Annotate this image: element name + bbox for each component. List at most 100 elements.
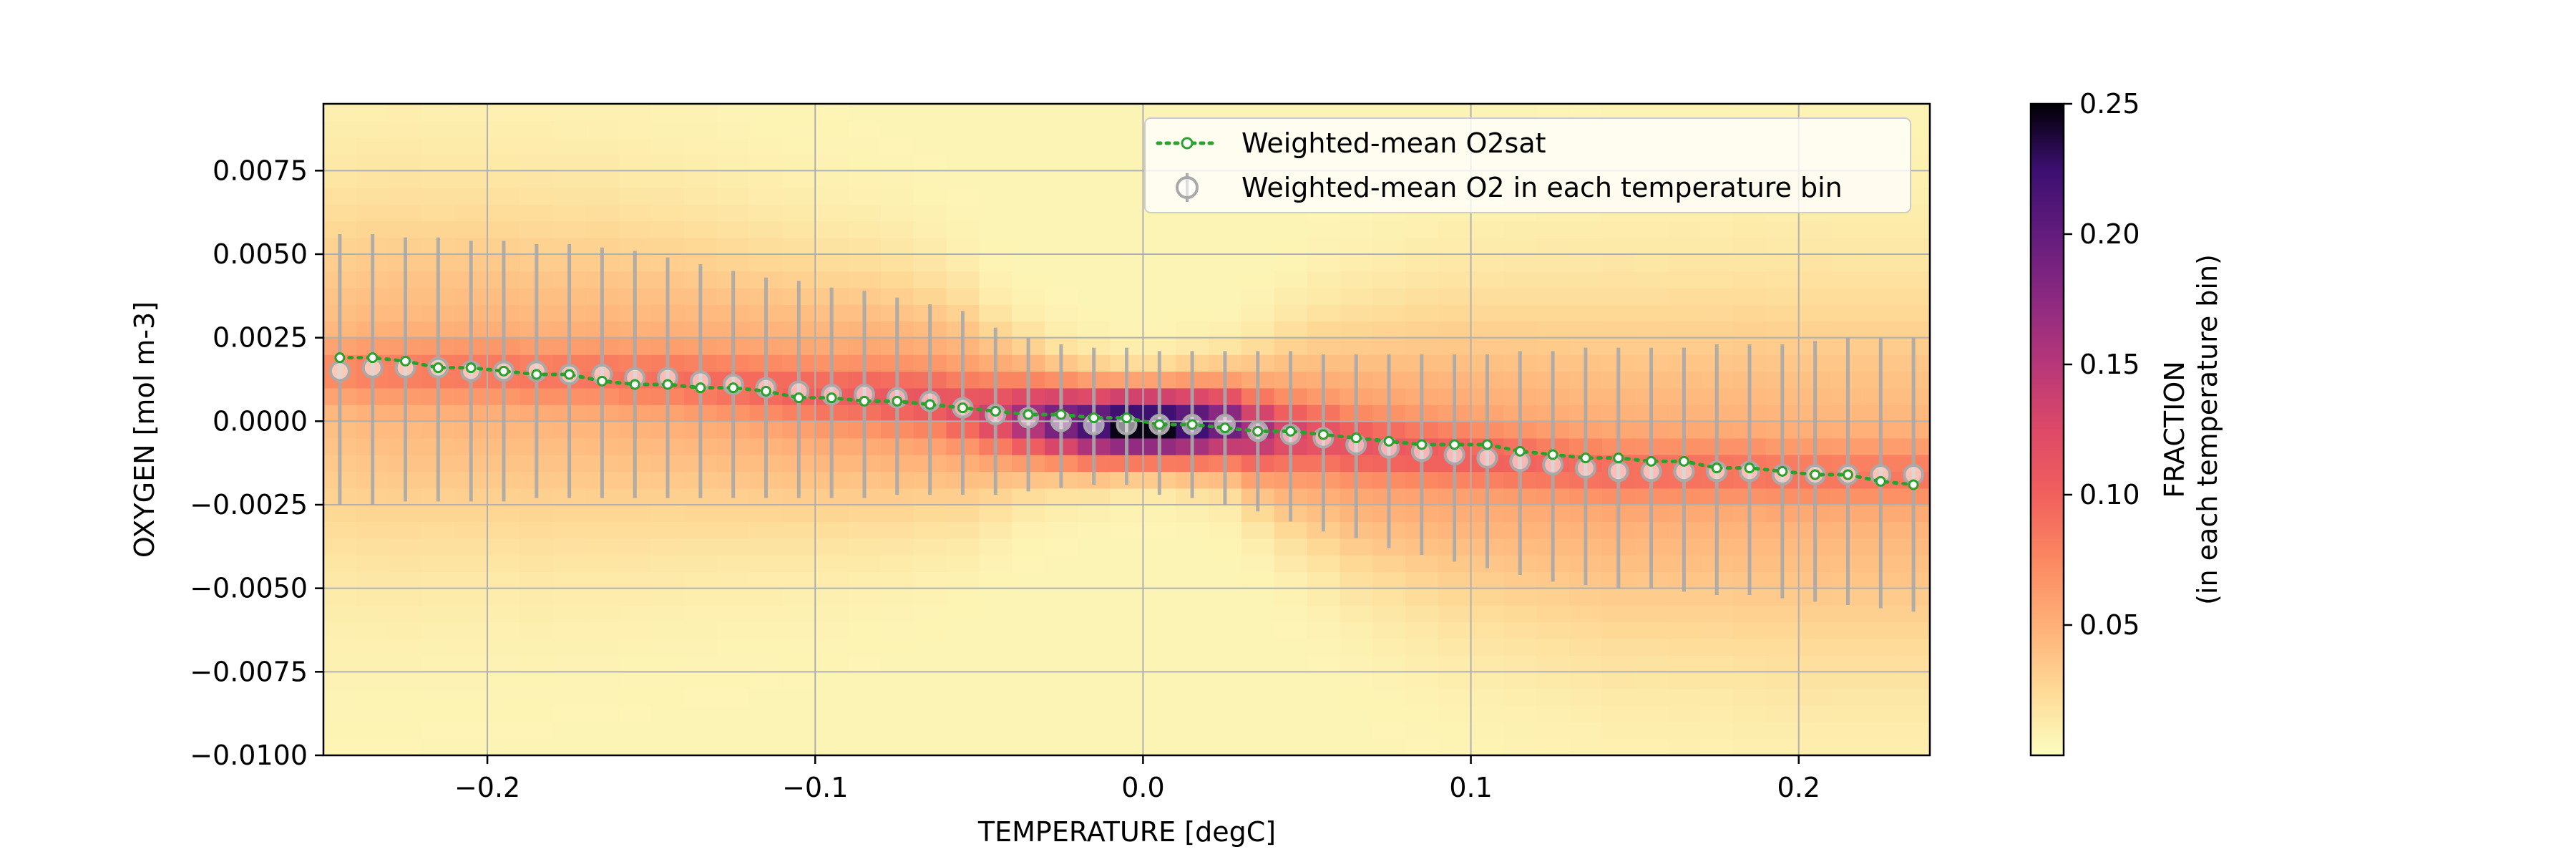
legend-swatch-o2-mean: [1176, 173, 1199, 202]
heatmap-cell: [1209, 688, 1242, 706]
o2sat-point: [793, 392, 804, 404]
o2sat-point: [564, 369, 575, 380]
heatmap-cell: [1044, 605, 1078, 623]
heatmap-cell: [421, 655, 456, 673]
heatmap-cell: [1569, 722, 1603, 740]
heatmap-cell: [1077, 605, 1111, 623]
heatmap-cell: [1667, 638, 1702, 656]
o2sat-point: [1547, 449, 1558, 460]
heatmap-cell: [749, 137, 784, 155]
heatmap-cell: [913, 605, 947, 623]
heatmap-cell: [618, 672, 652, 689]
heatmap-cell: [1012, 655, 1045, 673]
heatmap-cell: [880, 187, 914, 205]
heatmap-cell: [880, 672, 914, 689]
heatmap-cell: [1798, 638, 1833, 656]
heatmap-cell: [1044, 555, 1078, 573]
heatmap-cell: [552, 187, 587, 205]
heatmap-cell: [1274, 287, 1308, 305]
heatmap-cell: [913, 738, 947, 756]
o2sat-point: [596, 375, 608, 387]
heatmap-cell: [1798, 221, 1833, 238]
heatmap-cell: [782, 672, 816, 689]
heatmap-cell: [487, 655, 521, 673]
heatmap-cell: [716, 120, 751, 138]
heatmap-cell: [782, 638, 816, 656]
heatmap-cell: [1405, 588, 1439, 606]
heatmap-cell: [1110, 321, 1144, 339]
heatmap-cell: [519, 521, 554, 539]
heatmap-cell: [1077, 287, 1111, 305]
heatmap-cell: [651, 722, 685, 740]
heatmap-cell: [1340, 638, 1373, 656]
heatmap-cell: [1831, 271, 1865, 289]
heatmap-cell: [1700, 321, 1734, 339]
heatmap-cell: [1438, 304, 1472, 322]
heatmap-cell: [1044, 204, 1078, 222]
heatmap-cell: [421, 154, 456, 172]
heatmap-cell: [848, 621, 882, 639]
colorbar-label-line1: FRACTION: [2159, 361, 2190, 498]
heatmap-cell: [880, 521, 914, 539]
heatmap-cell: [1209, 705, 1242, 723]
heatmap-cell: [552, 555, 587, 573]
heatmap-cell: [782, 120, 816, 138]
heatmap-cell: [1241, 555, 1275, 573]
o2sat-point: [1317, 429, 1329, 440]
heatmap-cell: [1307, 571, 1341, 589]
heatmap-cell: [1470, 655, 1505, 673]
heatmap-cell: [683, 722, 718, 740]
y-tick-label: −0.0025: [190, 489, 308, 520]
heatmap-cell: [979, 271, 1013, 289]
heatmap-cell: [323, 120, 357, 138]
heatmap-cell: [585, 722, 620, 740]
heatmap-cell: [454, 221, 488, 238]
heatmap-cell: [1503, 588, 1538, 606]
heatmap-cell: [880, 722, 914, 740]
heatmap-cell: [487, 104, 521, 122]
heatmap-cell: [880, 555, 914, 573]
heatmap-cell: [1143, 672, 1177, 689]
heatmap-cell: [1012, 505, 1045, 523]
heatmap-cell: [1110, 170, 1144, 188]
heatmap-cell: [454, 521, 488, 539]
heatmap-cell: [651, 104, 685, 122]
heatmap-cell: [1897, 621, 1931, 639]
heatmap-cell: [1307, 287, 1341, 305]
heatmap-cell: [1700, 621, 1734, 639]
heatmap-cell: [815, 137, 849, 155]
heatmap-cell: [782, 104, 816, 122]
heatmap-cell: [1405, 237, 1439, 255]
heatmap-cell: [1372, 605, 1406, 623]
x-tick-label: −0.1: [782, 772, 848, 803]
heatmap-cell: [356, 688, 390, 706]
heatmap-cell: [1733, 655, 1767, 673]
heatmap-cell: [651, 538, 685, 556]
heatmap-cell: [716, 688, 751, 706]
heatmap-cell: [1438, 705, 1472, 723]
heatmap-cell: [389, 638, 423, 656]
heatmap-cell: [1569, 655, 1603, 673]
heatmap-cell: [815, 605, 849, 623]
heatmap-cell: [749, 605, 784, 623]
heatmap-cell: [815, 204, 849, 222]
heatmap-cell: [1798, 655, 1833, 673]
heatmap-cell: [1077, 521, 1111, 539]
heatmap-cell: [356, 170, 390, 188]
heatmap-cell: [323, 605, 357, 623]
heatmap-cell: [979, 287, 1013, 305]
heatmap-cell: [519, 571, 554, 589]
heatmap-cell: [782, 154, 816, 172]
heatmap-cell: [1077, 488, 1111, 505]
heatmap-cell: [1372, 638, 1406, 656]
heatmap-cell: [1340, 672, 1373, 689]
heatmap-cell: [1012, 104, 1045, 122]
heatmap-cell: [979, 137, 1013, 155]
heatmap-cell: [618, 104, 652, 122]
heatmap-cell: [1405, 722, 1439, 740]
heatmap-cell: [1077, 588, 1111, 606]
heatmap-cell: [1438, 738, 1472, 756]
heatmap-cell: [1077, 655, 1111, 673]
heatmap-cell: [1733, 722, 1767, 740]
heatmap-cell: [1372, 555, 1406, 573]
